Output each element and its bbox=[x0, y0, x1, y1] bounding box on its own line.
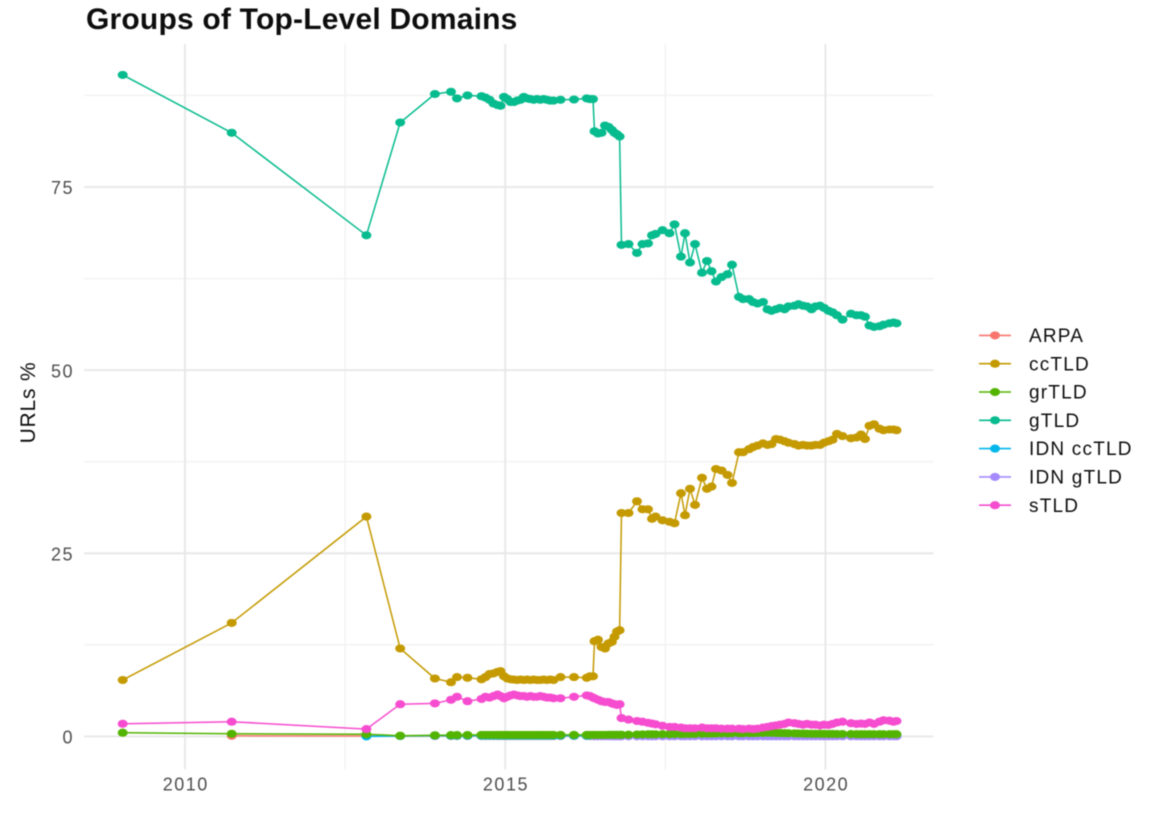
svg-text:2010: 2010 bbox=[163, 775, 209, 795]
svg-text:ccTLD: ccTLD bbox=[1029, 354, 1090, 375]
svg-text:2015: 2015 bbox=[483, 775, 529, 795]
svg-text:Groups of Top-Level Domains: Groups of Top-Level Domains bbox=[86, 3, 518, 36]
svg-text:25: 25 bbox=[51, 545, 74, 565]
svg-text:IDN gTLD: IDN gTLD bbox=[1029, 468, 1123, 489]
svg-text:IDN ccTLD: IDN ccTLD bbox=[1029, 439, 1133, 460]
svg-text:sTLD: sTLD bbox=[1029, 496, 1079, 517]
svg-text:ARPA: ARPA bbox=[1029, 326, 1084, 347]
svg-text:50: 50 bbox=[51, 361, 74, 381]
svg-text:75: 75 bbox=[51, 178, 74, 198]
svg-text:grTLD: grTLD bbox=[1029, 383, 1088, 404]
svg-text:URLs %: URLs % bbox=[17, 362, 40, 444]
svg-text:2020: 2020 bbox=[803, 775, 849, 795]
svg-text:gTLD: gTLD bbox=[1029, 411, 1080, 432]
svg-text:0: 0 bbox=[62, 728, 74, 748]
